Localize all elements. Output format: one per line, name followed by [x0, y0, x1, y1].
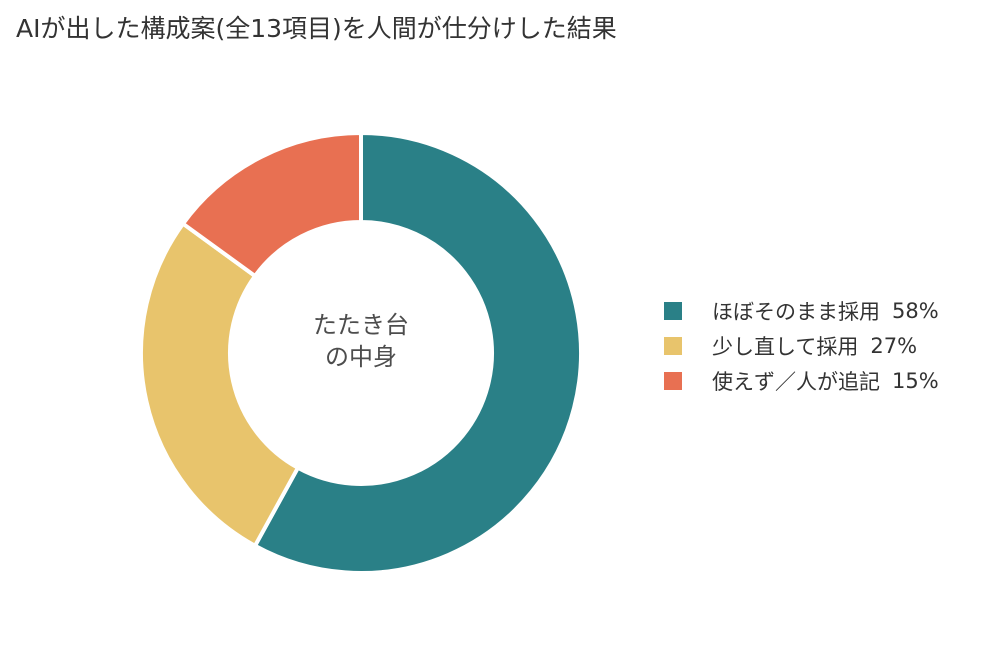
legend: ほぼそのまま採用 58% 少し直して採用 27% 使えず／人が追記 15% [664, 296, 939, 401]
legend-value: 58% [892, 299, 939, 323]
slice-full-adopt [253, 131, 583, 575]
chart-title: AIが出した構成案(全13項目)を人間が仕分けした結果 [16, 14, 617, 43]
legend-item-full-adopt: ほぼそのまま採用 58% [664, 296, 939, 326]
center-label-line-2: の中身 [325, 343, 397, 371]
legend-value: 15% [892, 369, 939, 393]
center-label-line-1: たたき台 [313, 311, 409, 339]
legend-value: 27% [870, 334, 918, 358]
legend-item-partial-adopt: 少し直して採用 27% [664, 331, 939, 361]
legend-swatch [664, 372, 682, 390]
slice-rejected [181, 131, 363, 278]
legend-item-rejected: 使えず／人が追記 15% [664, 366, 939, 396]
legend-swatch [664, 302, 682, 320]
donut-chart: たたき台 の中身 [139, 131, 583, 575]
legend-label: ほぼそのまま採用 [712, 300, 880, 324]
legend-label: 使えず／人が追記 [712, 370, 880, 394]
legend-label: 少し直して採用 [712, 335, 859, 359]
donut-slices [139, 131, 583, 575]
legend-swatch [664, 337, 682, 355]
slice-partial-adopt [139, 221, 300, 548]
